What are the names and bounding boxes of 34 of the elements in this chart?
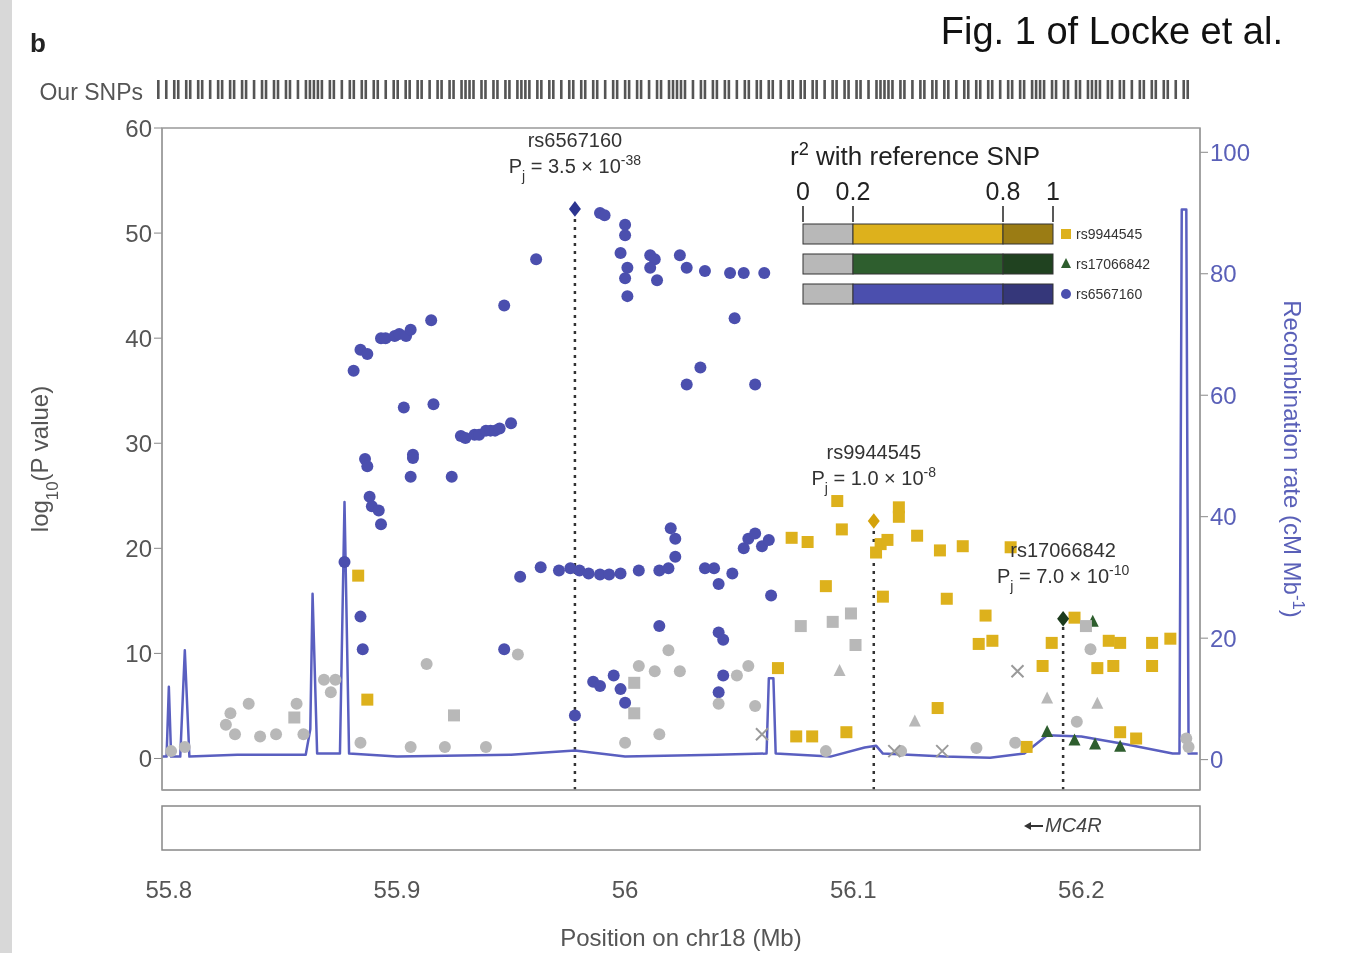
y-tick-label: 10 bbox=[125, 639, 152, 667]
y2-tick-label: 100 bbox=[1210, 138, 1251, 166]
annotation: rs17066842 P$_{j}$ = 7.0 × 10$^{-10}$ bbox=[996, 538, 1130, 594]
y2-tick-label: 40 bbox=[1210, 503, 1237, 531]
text: MC4R bbox=[1045, 814, 1102, 836]
x-tick-label: 55.9 bbox=[373, 876, 421, 903]
annotation: 0.8 bbox=[985, 177, 1021, 205]
y-tick-label: 30 bbox=[125, 429, 152, 457]
legend-label: rs6567160 bbox=[1076, 286, 1143, 302]
y-tick-label: 0 bbox=[138, 745, 152, 772]
text: Our SNPs bbox=[39, 79, 143, 105]
text: b bbox=[30, 28, 46, 58]
annotation: rs6567160 P$_{j}$ = 3.5 × 10$^{-38}$ bbox=[508, 128, 642, 184]
legend-label: rs9944545 bbox=[1076, 226, 1143, 242]
y-tick-label: 50 bbox=[125, 219, 152, 247]
y2-tick-label: 80 bbox=[1210, 260, 1237, 288]
y-tick-label: 20 bbox=[125, 534, 152, 562]
x-tick-label: 55.8 bbox=[145, 876, 193, 903]
y-tick-label: 60 bbox=[125, 114, 152, 142]
caption: Fig. 1 of Locke et al. bbox=[940, 10, 1283, 52]
annotation: 1 bbox=[1046, 177, 1060, 205]
y2-tick-label: 0 bbox=[1210, 746, 1224, 774]
annotation: 0 bbox=[796, 177, 810, 205]
y2-tick-label: 20 bbox=[1210, 624, 1237, 652]
x-tick-label: 56 bbox=[611, 876, 639, 903]
x-tick-label: 56.2 bbox=[1058, 876, 1105, 903]
annotation: rs9944545 P$_{j}$ = 1.0 × 10$^{-8}$ bbox=[811, 441, 937, 496]
annotation: 0.2 bbox=[835, 177, 871, 205]
legend-label: rs17066842 bbox=[1076, 256, 1151, 272]
y-tick-label: 40 bbox=[125, 324, 152, 352]
x-tick-label: 56.1 bbox=[829, 876, 877, 903]
legend-title: r$^{2}$ with reference SNP bbox=[790, 139, 1041, 171]
y2-tick-label: 60 bbox=[1210, 381, 1237, 409]
x-axis-title: Position on chr18 (Mb) bbox=[560, 924, 802, 951]
